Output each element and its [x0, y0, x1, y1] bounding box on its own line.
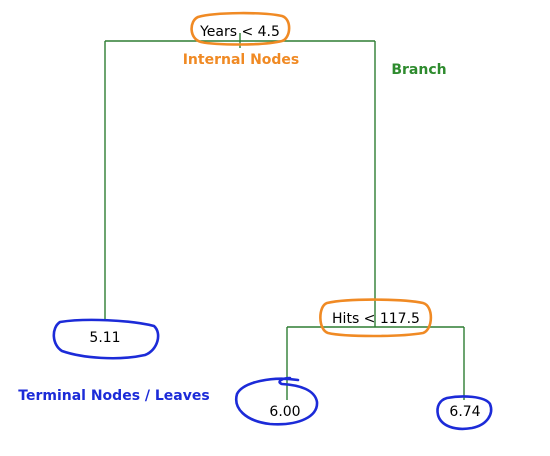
- leaf-left-highlight: [52, 318, 160, 360]
- leaf-right-highlight: [436, 395, 493, 431]
- terminal-nodes-annotation: Terminal Nodes / Leaves: [18, 388, 209, 404]
- leaf-label-middle: 6.00: [269, 404, 300, 420]
- tree-branches: [104, 33, 465, 400]
- leaf-label-right: 6.74: [449, 404, 480, 420]
- internal-node-highlight: [319, 298, 433, 338]
- leaf-middle-highlight: [234, 376, 319, 426]
- internal-node-label: Hits < 117.5: [332, 311, 420, 327]
- leaf-label-left: 5.11: [89, 330, 120, 346]
- root-node-highlight: [190, 11, 291, 46]
- root-node-label: Years < 4.5: [199, 24, 280, 40]
- branch-annotation: Branch: [391, 62, 446, 78]
- internal-nodes-annotation: Internal Nodes: [183, 52, 300, 68]
